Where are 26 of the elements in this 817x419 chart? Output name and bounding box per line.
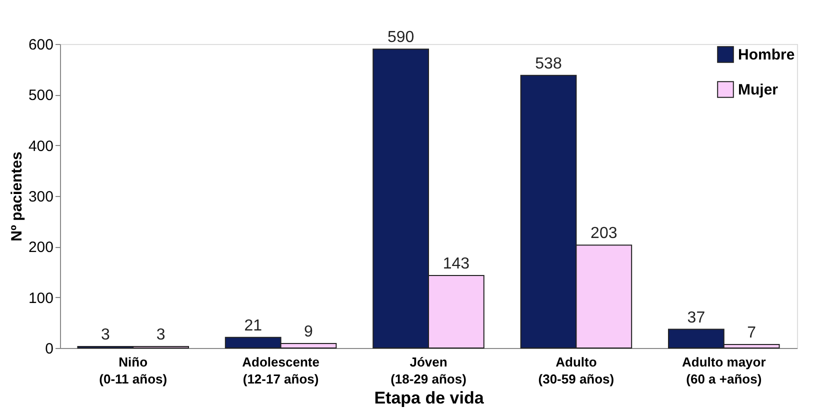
data-label: 9 — [304, 323, 314, 340]
data-label: 3 — [156, 326, 166, 344]
x-tick-label: Adulto mayor (60 a +años) — [682, 354, 766, 386]
y-axis-title: Nº pacientes — [8, 152, 26, 242]
y-tick-label: 0 — [45, 340, 54, 358]
x-tick-label: Niño (0-11 años) — [99, 354, 168, 386]
x-axis-title: Etapa de vida — [374, 388, 484, 408]
data-label: 143 — [442, 256, 470, 273]
y-tick-label: 500 — [28, 87, 54, 104]
data-label: 538 — [535, 55, 562, 72]
legend-label: Hombre — [738, 46, 795, 64]
y-tick-label: 100 — [28, 290, 54, 307]
y-tick-label: 400 — [28, 138, 54, 155]
data-label: 590 — [387, 29, 414, 46]
data-label: 21 — [244, 317, 262, 334]
y-tick-label: 600 — [28, 36, 54, 54]
y-tick-label: 300 — [28, 188, 54, 206]
x-tick-label: Adolescente (12-17 años) — [242, 354, 320, 386]
x-tick-label: Jóven (18-29 años) — [390, 354, 466, 386]
data-label: 7 — [747, 324, 756, 342]
data-label: 37 — [687, 309, 706, 326]
y-tick-label: 200 — [28, 239, 54, 256]
x-tick-label: Adulto (30-59 años) — [538, 354, 614, 386]
legend-label: Mujer — [738, 82, 778, 98]
data-label: 203 — [590, 225, 618, 242]
data-label: 3 — [100, 326, 110, 344]
